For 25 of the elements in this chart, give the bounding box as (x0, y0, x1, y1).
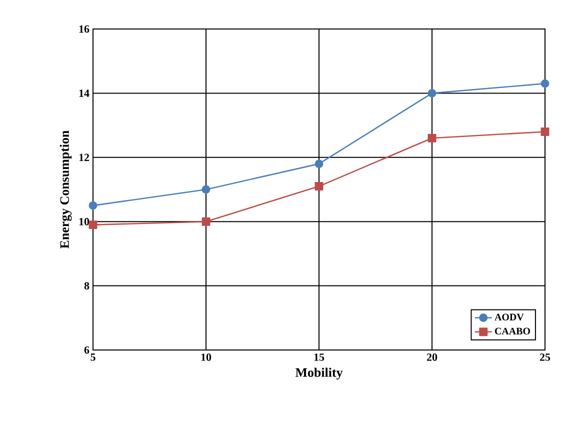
y-tick-label: 8 (84, 282, 90, 290)
point (540, 127, 550, 136)
point (540, 79, 550, 88)
x-tick-label: 20 (426, 354, 438, 361)
point (202, 217, 210, 226)
x-tick-label: 5 (90, 354, 96, 361)
y-tick-label: 6 (84, 346, 90, 354)
x-axis-title: Mobility (295, 368, 343, 380)
legend-label: CAABO (494, 328, 530, 334)
x-tick-label: 25 (540, 354, 550, 361)
point (428, 134, 436, 142)
y-axis-title: Energy Consumption (60, 130, 72, 248)
point (314, 160, 324, 168)
y-tick-label: 12 (79, 154, 90, 162)
x-tick-label: 10 (201, 354, 212, 361)
y-tick-label: 10 (79, 218, 90, 226)
y-tick-label: 14 (79, 90, 90, 97)
legend-label: AODV (494, 314, 524, 320)
point (428, 88, 436, 98)
point (202, 185, 210, 194)
x-tick-label: 15 (314, 354, 324, 361)
point (88, 220, 98, 230)
point (314, 182, 324, 191)
point (88, 201, 98, 210)
y-tick-label: 16 (79, 25, 90, 33)
